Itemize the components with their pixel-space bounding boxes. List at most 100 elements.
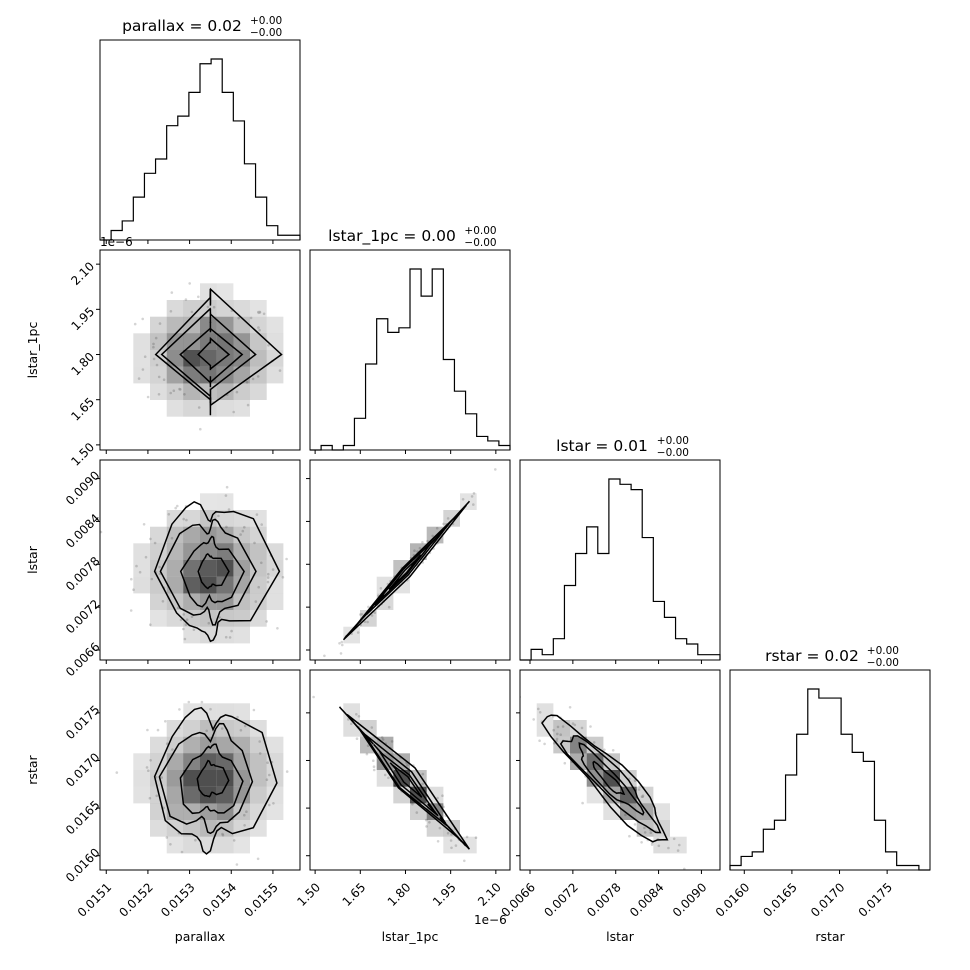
sample-point: [265, 620, 269, 623]
x-axis-label-rstar: rstar: [815, 929, 845, 944]
sample-point: [246, 403, 250, 407]
sample-point: [581, 801, 584, 805]
sample-point: [224, 635, 228, 639]
y-offset-text-lstar-1pc: 1e−6: [100, 235, 133, 249]
sample-point: [170, 536, 174, 540]
density-cell: [166, 786, 184, 804]
density-cell: [570, 720, 587, 737]
contour-level-1: [388, 554, 422, 591]
density-cell: [216, 703, 234, 720]
density-cell: [166, 610, 184, 627]
sample-point: [171, 748, 174, 751]
axes-frame-parallax-vs-lstar-1pc: [99, 249, 301, 451]
sample-point: [144, 555, 148, 559]
density-cell: [266, 316, 284, 334]
sample-point: [179, 388, 182, 391]
sample-point: [561, 725, 565, 728]
density-cell: [216, 770, 234, 787]
sample-point: [538, 739, 541, 742]
density-cell: [233, 836, 250, 854]
sample-point: [225, 485, 229, 489]
histogram-parallax: [100, 58, 301, 241]
sample-point: [146, 395, 150, 399]
density-cell: [216, 736, 234, 754]
axes-frame-lstar: [519, 459, 721, 661]
density-cell: [233, 576, 250, 594]
sample-point: [285, 770, 289, 773]
sample-point: [538, 711, 542, 714]
sample-point: [571, 722, 575, 725]
density-cell: [183, 593, 200, 610]
sample-point: [641, 795, 644, 798]
density-cell: [620, 786, 637, 804]
sample-point: [372, 759, 375, 762]
sample-point: [425, 825, 428, 828]
density-cell: [133, 543, 150, 560]
density-cell: [150, 610, 167, 627]
sample-point: [355, 737, 359, 740]
density-cell: [200, 543, 217, 560]
x-axis-label-lstar-1pc: lstar_1pc: [382, 929, 439, 944]
sample-point: [205, 729, 208, 733]
density-cell: [150, 526, 167, 544]
sample-point: [633, 779, 637, 782]
density-cell: [183, 720, 200, 737]
sample-point: [169, 843, 172, 846]
title-lstar-1pc: lstar_1pc = 0.00: [328, 227, 456, 246]
sample-point: [230, 629, 233, 633]
sample-point: [592, 741, 596, 744]
sample-point: [411, 802, 414, 806]
density-cell: [150, 383, 167, 400]
sample-point: [220, 727, 224, 730]
density-cell: [250, 333, 267, 350]
sample-point: [100, 530, 103, 534]
sample-point: [559, 733, 562, 736]
sample-point: [449, 839, 453, 842]
contour-level-2: [374, 534, 439, 606]
sample-point: [232, 839, 236, 842]
density-cell: [133, 770, 150, 787]
density-cell: [200, 316, 217, 334]
sample-point: [257, 310, 260, 314]
sample-point: [115, 771, 119, 774]
sample-point: [372, 768, 376, 772]
sample-point: [179, 618, 183, 622]
contour-level-1: [196, 759, 230, 798]
sample-point: [450, 846, 453, 850]
density-cell: [250, 786, 267, 804]
density-cell: [233, 753, 250, 770]
sample-point: [442, 805, 445, 809]
sample-point: [356, 631, 360, 634]
title-upper-error-lstar: +0.00: [657, 435, 689, 447]
sample-point: [341, 643, 344, 647]
density-cell: [200, 300, 217, 317]
sample-point: [568, 706, 572, 709]
sample-point: [628, 834, 631, 838]
sample-point: [236, 715, 239, 719]
sample-point: [650, 843, 654, 846]
density-cell: [233, 610, 250, 627]
sample-point: [153, 541, 157, 545]
sample-point: [638, 785, 641, 788]
sample-point: [426, 539, 429, 543]
sample-point: [149, 759, 152, 762]
density-cell: [250, 383, 267, 400]
density-cell: [553, 720, 570, 737]
sample-point: [178, 708, 181, 711]
sample-point: [155, 363, 159, 367]
sample-point: [158, 565, 161, 569]
density-cell: [233, 720, 250, 737]
density-cell: [266, 753, 284, 770]
density-cell: [183, 626, 200, 644]
density-cell: [216, 300, 234, 317]
title-lower-error-lstar: −0.00: [657, 447, 689, 459]
sample-point: [657, 844, 661, 848]
sample-point: [254, 600, 258, 603]
sample-point: [197, 406, 201, 409]
density-cell: [376, 770, 394, 787]
title-upper-error-parallax: +0.00: [250, 15, 282, 27]
sample-point: [357, 715, 361, 718]
sample-point: [257, 326, 260, 329]
density-cell: [183, 610, 200, 627]
sample-point: [145, 766, 149, 769]
